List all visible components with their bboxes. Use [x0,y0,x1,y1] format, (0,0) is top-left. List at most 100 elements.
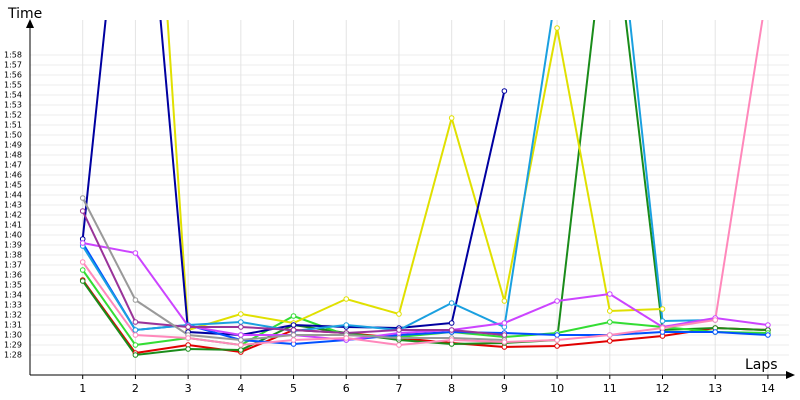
point [79,267,86,273]
point [238,324,244,330]
plot-area [79,20,771,358]
x-tick-label: 9 [501,382,508,395]
point [554,337,560,343]
point [79,259,86,265]
y-tick-label: 1:33 [4,301,22,310]
y-tick-label: 1:32 [4,311,22,320]
point [290,313,297,319]
y-tick-label: 1:38 [4,251,22,260]
y-tick-label: 1:36 [4,271,22,280]
x-tick-label: 8 [448,382,455,395]
x-tick-label: 14 [761,382,775,395]
y-tick-label: 1:50 [4,131,22,140]
y-tick-label: 1:53 [4,101,22,110]
y-tick-label: 1:28 [4,351,22,360]
point [501,339,508,345]
point [132,297,139,303]
point [554,343,560,349]
x-tick-label: 13 [708,382,722,395]
point [290,332,297,338]
point [448,115,455,121]
y-tick-label: 1:37 [4,261,22,270]
point [185,324,191,330]
x-tick-label: 5 [290,382,297,395]
point [448,327,455,333]
point [606,308,613,314]
point [238,342,244,348]
point [238,337,244,343]
point [132,352,139,358]
x-tick-label: 12 [656,382,670,395]
y-tick-label: 1:40 [4,231,22,240]
point [79,195,86,201]
point [343,296,350,302]
point [132,250,139,256]
y-tick-label: 1:48 [4,151,22,160]
y-tick-label: 1:47 [4,161,22,170]
point [606,291,613,297]
point [132,327,139,333]
y-tick-label: 1:49 [4,141,22,150]
x-axis-label: Laps [745,357,778,373]
x-tick-label: 2 [132,382,139,395]
point [712,329,719,335]
point [396,342,402,348]
point [659,325,666,331]
x-tick-label: 3 [185,382,192,395]
point [132,342,139,348]
point [238,347,244,353]
point [659,306,666,312]
x-tick-label: 6 [343,382,350,395]
y-tick-label: 1:56 [4,71,22,80]
point [765,332,771,338]
series-line [81,279,768,355]
y-tick-label: 1:43 [4,201,22,210]
y-tick-label: 1:45 [4,181,22,190]
y-tick-label: 1:46 [4,171,22,180]
point [448,337,455,343]
point [238,319,244,325]
point [185,335,191,341]
point [765,322,771,328]
point [79,208,86,214]
point [396,311,402,317]
y-tick-label: 1:58 [4,51,22,60]
point [448,300,455,306]
y-tick-label: 1:35 [4,281,22,290]
point [238,332,244,338]
x-tick-label: 4 [237,382,244,395]
point [290,327,297,333]
point [606,332,613,338]
point [238,311,244,317]
x-arrow [786,371,795,379]
x-tick-label: 7 [395,382,402,395]
y-axis-label: Time [7,6,42,22]
series-line [81,20,764,347]
y-tick-label: 1:54 [4,91,22,100]
y-tick-label: 1:31 [4,321,22,330]
x-tick-label: 10 [550,382,564,395]
point [79,278,86,284]
y-tick-label: 1:57 [4,61,22,70]
point [659,318,666,324]
point [343,322,350,328]
y-tick-label: 1:41 [4,221,22,230]
point [132,332,139,338]
point [501,320,508,326]
point [554,25,560,31]
y-tick-label: 1:30 [4,331,22,340]
point [132,319,139,325]
point [185,346,191,352]
x-tick-label: 1 [79,382,86,395]
point [290,337,297,343]
point [396,335,402,341]
y-tick-label: 1:44 [4,191,22,200]
point [712,317,719,323]
y-tick-label: 1:51 [4,121,22,130]
point [554,298,560,304]
point [501,332,508,338]
y-tick-label: 1:34 [4,291,22,300]
y-tick-label: 1:29 [4,341,22,350]
y-tick-label: 1:55 [4,81,22,90]
